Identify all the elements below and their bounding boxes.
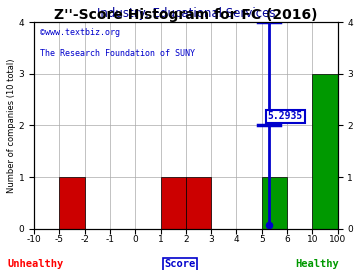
Bar [59, 177, 85, 229]
Bar [161, 177, 186, 229]
Text: Industry: Educational Services: Industry: Educational Services [96, 7, 275, 20]
Text: Healthy: Healthy [295, 259, 339, 269]
Bar [186, 177, 211, 229]
Text: ©www.textbiz.org: ©www.textbiz.org [40, 28, 120, 37]
Bar [312, 74, 338, 229]
Title: Z''-Score Histogram for FC (2016): Z''-Score Histogram for FC (2016) [54, 8, 318, 22]
Text: Unhealthy: Unhealthy [8, 259, 64, 269]
Y-axis label: Number of companies (10 total): Number of companies (10 total) [7, 58, 16, 193]
Text: The Research Foundation of SUNY: The Research Foundation of SUNY [40, 49, 195, 58]
Bar [262, 177, 287, 229]
Text: 5.2935: 5.2935 [268, 111, 303, 121]
Text: Score: Score [165, 259, 195, 269]
